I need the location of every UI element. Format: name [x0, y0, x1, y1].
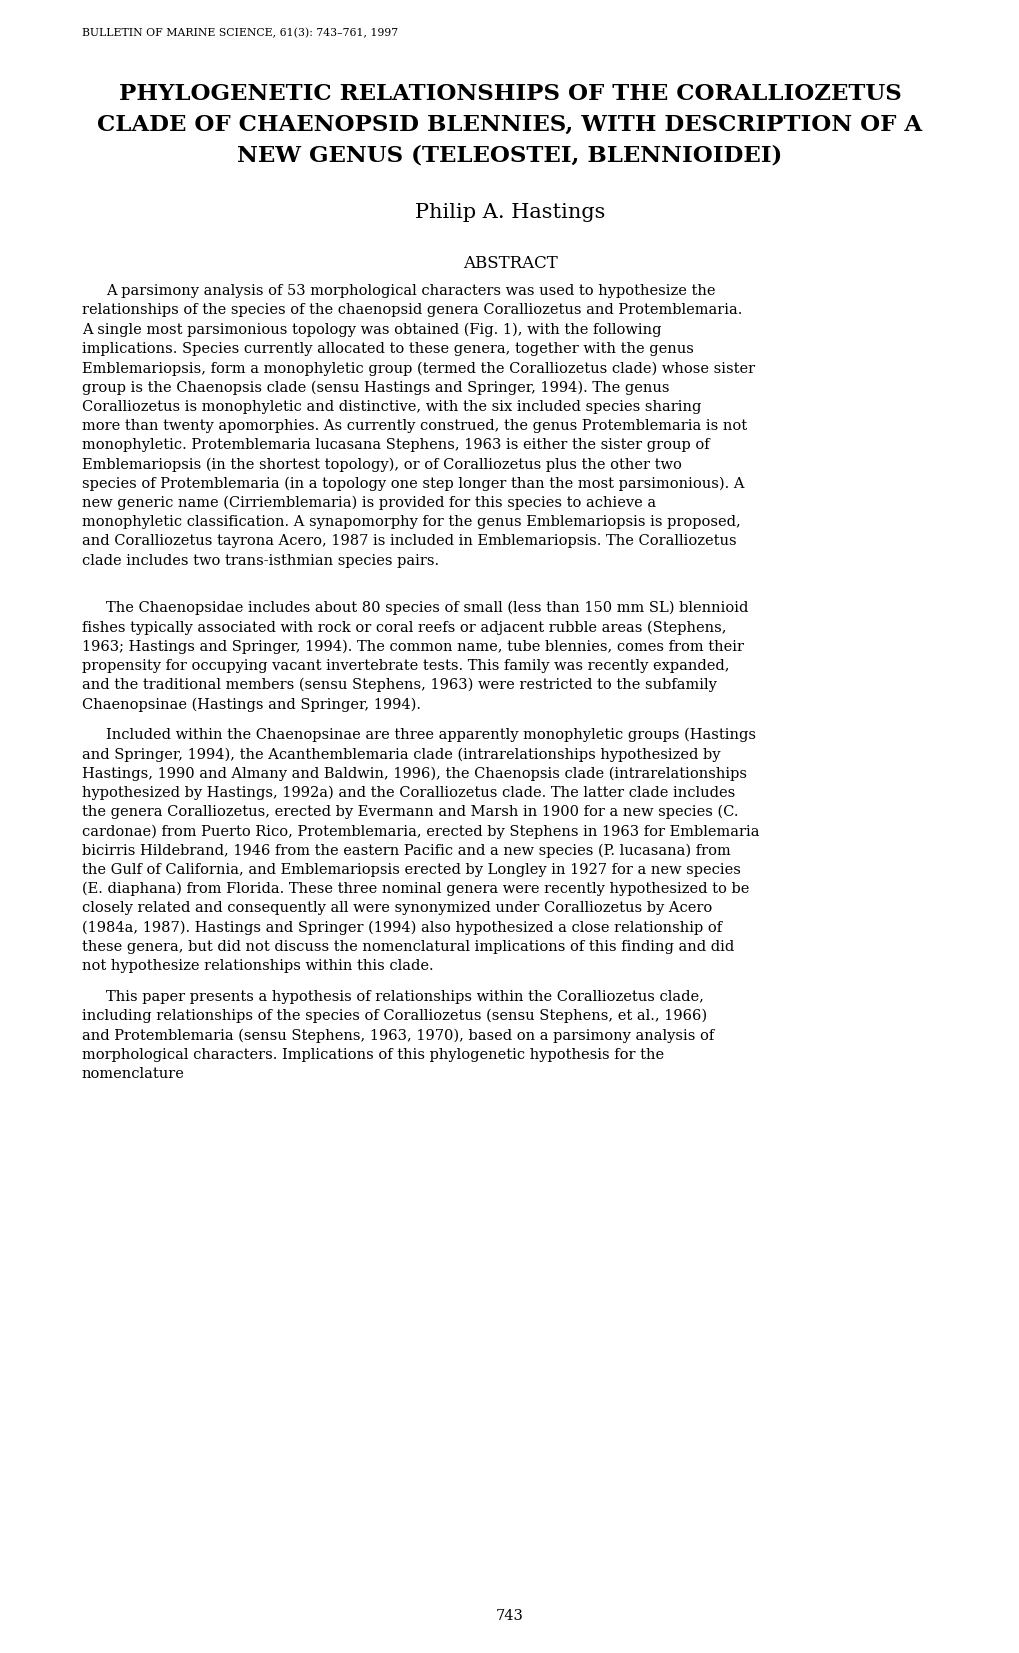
Text: 1963; Hastings and Springer, 1994). The common name, tube blennies, comes from t: 1963; Hastings and Springer, 1994). The … [82, 640, 743, 655]
Text: propensity for occupying vacant invertebrate tests. This family was recently exp: propensity for occupying vacant inverteb… [82, 658, 729, 673]
Text: The Chaenopsidae includes about 80 species of small (less than 150 mm SL) blenni: The Chaenopsidae includes about 80 speci… [106, 602, 748, 615]
Text: bicirris Hildebrand, 1946 from the eastern Pacific and a new species (P. lucasan: bicirris Hildebrand, 1946 from the easte… [82, 843, 730, 858]
Text: NEW GENUS (TELEOSTEI, BLENNIOIDEI): NEW GENUS (TELEOSTEI, BLENNIOIDEI) [237, 144, 782, 167]
Text: relationships of the species of the chaenopsid genera Coralliozetus and Protembl: relationships of the species of the chae… [82, 304, 742, 317]
Text: the genera Coralliozetus, erected by Evermann and Marsh in 1900 for a new specie: the genera Coralliozetus, erected by Eve… [82, 805, 738, 820]
Text: (E. diaphana) from Florida. These three nominal genera were recently hypothesize: (E. diaphana) from Florida. These three … [82, 883, 749, 896]
Text: and the traditional members (sensu Stephens, 1963) were restricted to the subfam: and the traditional members (sensu Steph… [82, 678, 716, 693]
Text: A parsimony analysis of 53 morphological characters was used to hypothesize the: A parsimony analysis of 53 morphological… [106, 284, 714, 298]
Text: the Gulf of California, and Emblemariopsis erected by Longley in 1927 for a new : the Gulf of California, and Emblemariops… [82, 863, 740, 876]
Text: PHYLOGENETIC RELATIONSHIPS OF THE CORALLIOZETUS: PHYLOGENETIC RELATIONSHIPS OF THE CORALL… [118, 83, 901, 106]
Text: Emblemariopsis (in the shortest topology), or of Coralliozetus plus the other tw: Emblemariopsis (in the shortest topology… [82, 458, 682, 471]
Text: group is the Chaenopsis clade (sensu Hastings and Springer, 1994). The genus: group is the Chaenopsis clade (sensu Has… [82, 380, 668, 395]
Text: and Coralliozetus tayrona Acero, 1987 is included in Emblemariopsis. The Coralli: and Coralliozetus tayrona Acero, 1987 is… [82, 534, 736, 549]
Text: ABSTRACT: ABSTRACT [463, 255, 556, 273]
Text: not hypothesize relationships within this clade.: not hypothesize relationships within thi… [82, 959, 433, 974]
Text: closely related and consequently all were synonymized under Coralliozetus by Ace: closely related and consequently all wer… [82, 901, 711, 916]
Text: these genera, but did not discuss the nomenclatural implications of this finding: these genera, but did not discuss the no… [82, 941, 734, 954]
Text: CLADE OF CHAENOPSID BLENNIES, WITH DESCRIPTION OF A: CLADE OF CHAENOPSID BLENNIES, WITH DESCR… [98, 114, 921, 136]
Text: new generic name (Cirriemblemaria) is provided for this species to achieve a: new generic name (Cirriemblemaria) is pr… [82, 496, 655, 511]
Text: A single most parsimonious topology was obtained (Fig. 1), with the following: A single most parsimonious topology was … [82, 322, 661, 337]
Text: Coralliozetus is monophyletic and distinctive, with the six included species sha: Coralliozetus is monophyletic and distin… [82, 400, 701, 413]
Text: 743: 743 [495, 1608, 524, 1623]
Text: Included within the Chaenopsinae are three apparently monophyletic groups (Hasti: Included within the Chaenopsinae are thr… [106, 727, 755, 742]
Text: implications. Species currently allocated to these genera, together with the gen: implications. Species currently allocate… [82, 342, 693, 355]
Text: nomenclature: nomenclature [82, 1066, 184, 1081]
Text: clade includes two trans-isthmian species pairs.: clade includes two trans-isthmian specie… [82, 554, 439, 567]
Text: BULLETIN OF MARINE SCIENCE, 61(3): 743–761, 1997: BULLETIN OF MARINE SCIENCE, 61(3): 743–7… [82, 28, 397, 38]
Text: fishes typically associated with rock or coral reefs or adjacent rubble areas (S: fishes typically associated with rock or… [82, 620, 726, 635]
Text: monophyletic classification. A synapomorphy for the genus Emblemariopsis is prop: monophyletic classification. A synapomor… [82, 516, 740, 529]
Text: including relationships of the species of Coralliozetus (sensu Stephens, et al.,: including relationships of the species o… [82, 1008, 706, 1023]
Text: morphological characters. Implications of this phylogenetic hypothesis for the: morphological characters. Implications o… [82, 1048, 663, 1061]
Text: monophyletic. Protemblemaria lucasana Stephens, 1963 is either the sister group : monophyletic. Protemblemaria lucasana St… [82, 438, 709, 453]
Text: Chaenopsinae (Hastings and Springer, 1994).: Chaenopsinae (Hastings and Springer, 199… [82, 698, 421, 711]
Text: Emblemariopsis, form a monophyletic group (termed the Coralliozetus clade) whose: Emblemariopsis, form a monophyletic grou… [82, 362, 754, 375]
Text: cardonae) from Puerto Rico, Protemblemaria, erected by Stephens in 1963 for Embl: cardonae) from Puerto Rico, Protemblemar… [82, 825, 759, 838]
Text: (1984a, 1987). Hastings and Springer (1994) also hypothesized a close relationsh: (1984a, 1987). Hastings and Springer (19… [82, 921, 721, 936]
Text: species of Protemblemaria (in a topology one step longer than the most parsimoni: species of Protemblemaria (in a topology… [82, 476, 744, 491]
Text: and Springer, 1994), the Acanthemblemaria clade (intrarelationships hypothesized: and Springer, 1994), the Acanthemblemari… [82, 747, 719, 762]
Text: more than twenty apomorphies. As currently construed, the genus Protemblemaria i: more than twenty apomorphies. As current… [82, 418, 746, 433]
Text: and Protemblemaria (sensu Stephens, 1963, 1970), based on a parsimony analysis o: and Protemblemaria (sensu Stephens, 1963… [82, 1028, 713, 1043]
Text: Philip A. Hastings: Philip A. Hastings [415, 203, 604, 223]
Text: Hastings, 1990 and Almany and Baldwin, 1996), the Chaenopsis clade (intrarelatio: Hastings, 1990 and Almany and Baldwin, 1… [82, 767, 746, 780]
Text: hypothesized by Hastings, 1992a) and the Coralliozetus clade. The latter clade i: hypothesized by Hastings, 1992a) and the… [82, 785, 735, 800]
Text: This paper presents a hypothesis of relationships within the Coralliozetus clade: This paper presents a hypothesis of rela… [106, 990, 703, 1003]
